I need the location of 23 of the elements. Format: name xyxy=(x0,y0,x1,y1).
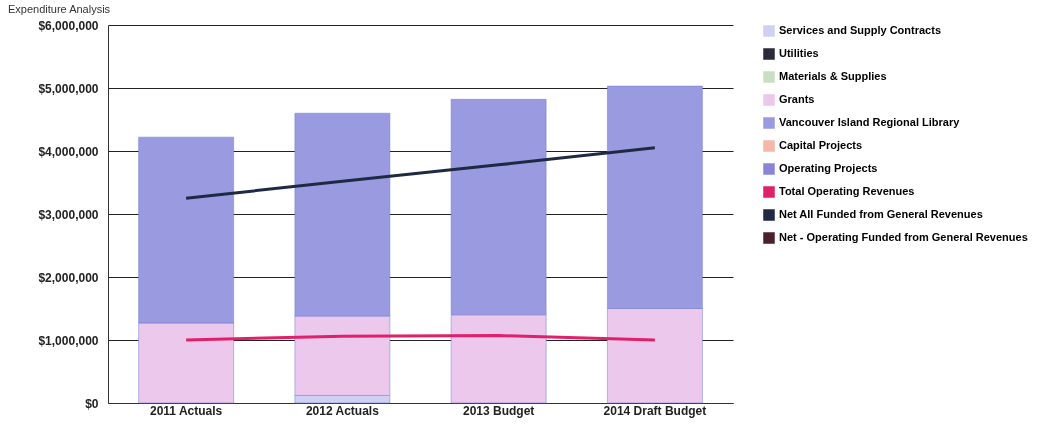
y-tick-label: $3,000,000 xyxy=(38,207,99,222)
x-tick-label: 2011 Actuals xyxy=(149,403,223,418)
x-tick-label: 2014 Draft Budget xyxy=(603,403,707,418)
line-series xyxy=(184,146,657,200)
legend-label: Grants xyxy=(779,93,815,105)
y-tick-label: $1,000,000 xyxy=(38,333,99,348)
x-tick-label: 2012 Actuals xyxy=(305,403,380,418)
legend-label: Net - Operating Funded from General Revenues xyxy=(779,231,1028,243)
legend-label: Operating Projects xyxy=(779,162,878,174)
y-tick-label: $5,000,000 xyxy=(38,81,99,96)
legend-label: Utilities xyxy=(779,47,819,59)
y-tick-label: $0 xyxy=(85,396,99,411)
legend-label: Total Operating Revenues xyxy=(779,185,915,197)
legend-label: Net All Funded from General Revenues xyxy=(779,208,983,220)
x-tick-label: 2013 Budget xyxy=(462,403,535,418)
legend-label: Vancouver Island Regional Library xyxy=(779,116,961,128)
y-tick-label: $4,000,000 xyxy=(38,144,99,159)
legend-label: Materials & Supplies xyxy=(779,70,887,82)
chart-title: Expenditure Analysis xyxy=(8,3,111,15)
legend-label: Capital Projects xyxy=(779,139,863,151)
y-tick-label: $2,000,000 xyxy=(38,270,99,285)
y-tick-label: $6,000,000 xyxy=(38,18,99,33)
legend-label: Services and Supply Contracts xyxy=(779,24,941,36)
